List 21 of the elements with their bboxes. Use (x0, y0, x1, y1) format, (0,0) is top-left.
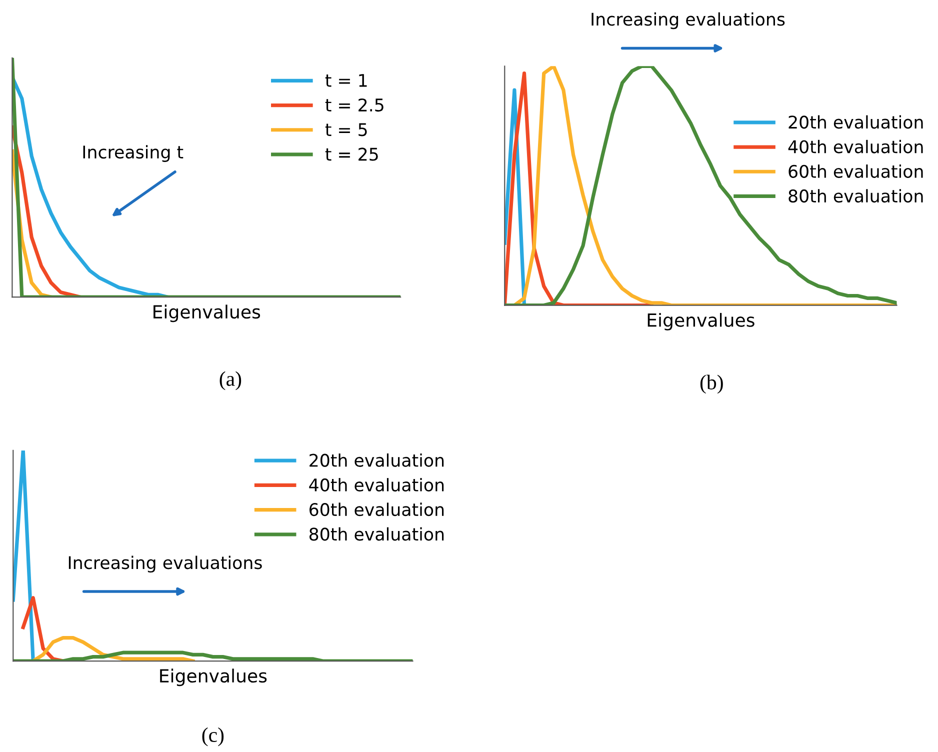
annotation: Increasing t (83, 145, 184, 162)
legend-label: 40th evaluation (788, 140, 923, 154)
legend-label: t = 25 (325, 148, 378, 161)
x-axis-title: Eigenvalues (648, 312, 754, 330)
annotation: Increasing evaluations (68, 556, 262, 573)
legend-label: 80th evaluation (788, 189, 923, 203)
text: (c) (202, 727, 224, 746)
legend-label: t = 5 (325, 123, 367, 136)
text: Increasing evaluations (592, 12, 785, 30)
legend-label: t = 1 (325, 74, 367, 87)
legend-label: 80th evaluation (309, 527, 444, 541)
text: (a) (220, 371, 242, 390)
legend-label: 20th evaluation (788, 115, 923, 129)
legend-label: 60th evaluation (310, 502, 444, 516)
x-axis-title: Eigenvalues (160, 668, 267, 686)
text: (b) (700, 374, 723, 394)
legend-label: 40th evaluation (309, 478, 444, 492)
legend-label: 60th evaluation (788, 164, 923, 178)
legend-label: 20th evaluation (310, 453, 444, 467)
x-axis-title: Eigenvalues (154, 304, 260, 322)
legend-label: t = 2.5 (325, 98, 384, 112)
